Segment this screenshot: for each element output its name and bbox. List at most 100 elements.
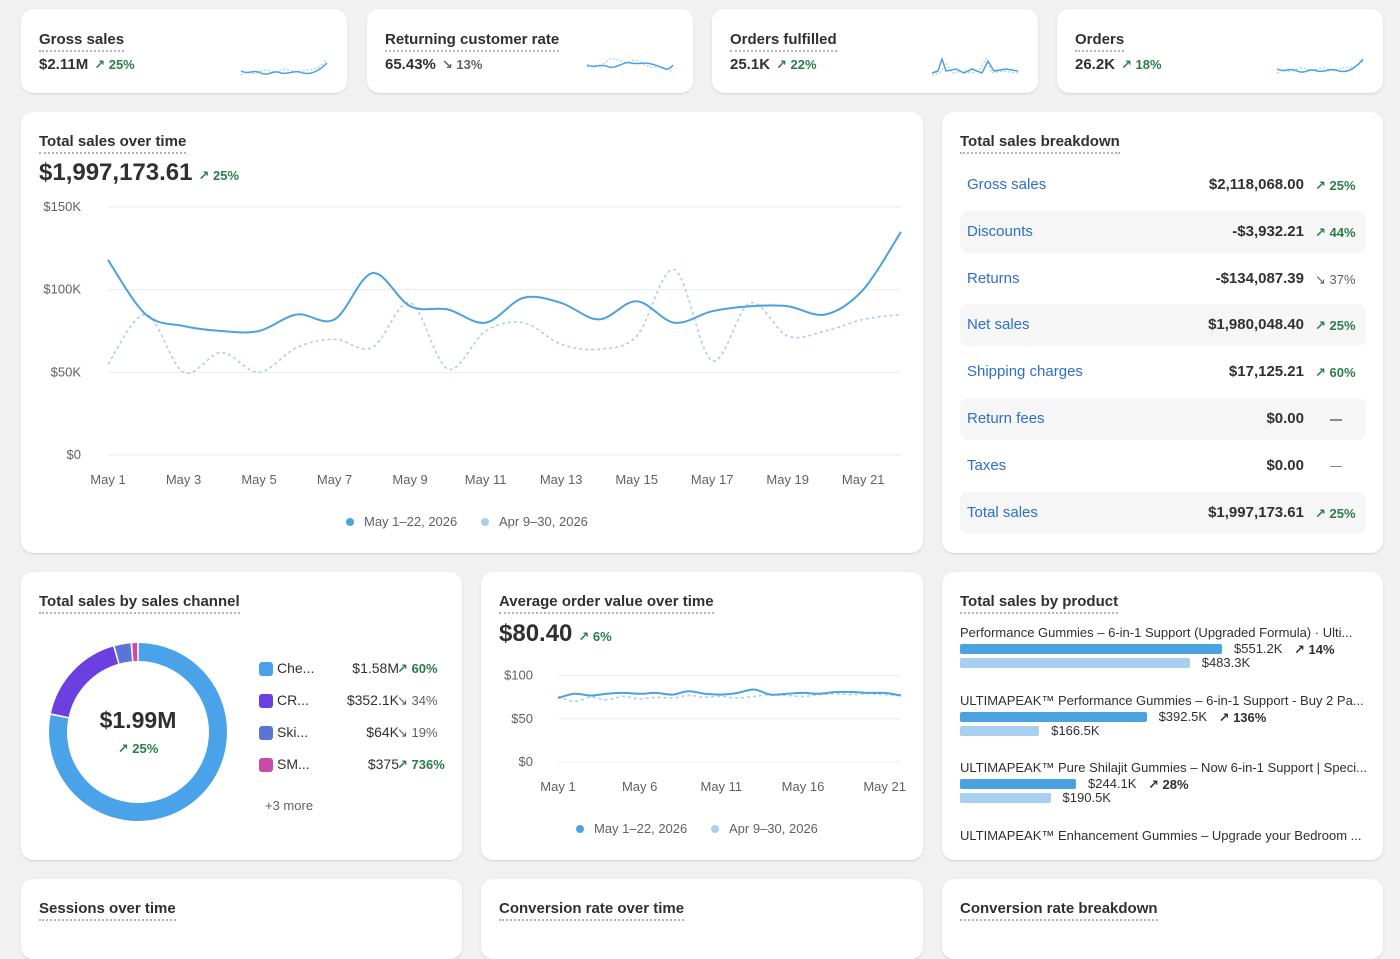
donut-center-value: $1.99M — [78, 707, 198, 734]
breakdown-row[interactable]: Total sales $1,997,173.61 ↗ 25% — [960, 492, 1366, 534]
breakdown-label[interactable]: Return fees — [967, 410, 1045, 427]
x-tick-label: May 11 — [700, 779, 742, 794]
product-name[interactable]: ULTIMAPEAK™ Performance Gummies – 6-in-1… — [960, 693, 1370, 708]
x-tick-label: May 5 — [241, 472, 276, 487]
breakdown-row[interactable]: Net sales $1,980,048.40 ↗ 25% — [960, 304, 1366, 346]
channel-legend-item[interactable]: Ski...$64K↘ 19% — [259, 723, 449, 743]
legend-label[interactable]: May 1–22, 2026 — [594, 821, 687, 836]
kpi-value: 25.1K — [730, 56, 770, 73]
legend-label[interactable]: Apr 9–30, 2026 — [729, 821, 818, 836]
product-bar-current[interactable] — [960, 712, 1147, 722]
breakdown-label[interactable]: Shipping charges — [967, 363, 1083, 380]
breakdown-row[interactable]: Returns-$134,087.39↘ 37% — [960, 258, 1366, 300]
channel-amount: $64K — [366, 724, 399, 740]
product-current-value: $392.5K — [1159, 709, 1207, 724]
breakdown-value: $1,980,048.40 — [1208, 316, 1304, 333]
legend-label[interactable]: Apr 9–30, 2026 — [499, 514, 588, 529]
breakdown-value: $0.00 — [1266, 457, 1304, 474]
x-tick-label: May 19 — [766, 472, 809, 487]
product-delta: ↗ 136% — [1219, 710, 1267, 726]
legend-swatch — [259, 662, 273, 676]
kpi-title[interactable]: Gross sales — [39, 31, 124, 52]
series-previous-line[interactable] — [108, 270, 901, 374]
card-title[interactable]: Total sales by sales channel — [39, 593, 240, 614]
product-bar-current[interactable] — [960, 779, 1076, 789]
y-tick-label: $0 — [67, 447, 81, 462]
channel-legend-item[interactable]: CR...$352.1K↘ 34% — [259, 691, 449, 711]
product-current-value: $551.2K — [1234, 641, 1282, 656]
no-change-dash — [1330, 419, 1342, 421]
donut-slice[interactable] — [117, 652, 131, 654]
breakdown-value: $2,118,068.00 — [1209, 176, 1304, 193]
card-title[interactable]: Total sales breakdown — [960, 133, 1120, 154]
product-bar-previous[interactable] — [960, 658, 1190, 668]
breakdown-delta: ↗ 25% — [1315, 506, 1356, 522]
kpi-card-gross-sales[interactable]: Gross sales $2.11M↗ 25% — [21, 9, 347, 93]
breakdown-delta: ↗ 25% — [1315, 178, 1356, 194]
product-name[interactable]: ULTIMAPEAK™ Enhancement Gummies – Upgrad… — [960, 828, 1370, 843]
channel-amount: $375 — [368, 756, 399, 772]
product-bar-previous[interactable] — [960, 793, 1051, 803]
legend-swatch — [259, 758, 273, 772]
legend-dot — [576, 825, 584, 833]
breakdown-label[interactable]: Returns — [967, 270, 1020, 287]
x-tick-label: May 3 — [166, 472, 201, 487]
channel-name: Che... — [277, 660, 314, 676]
y-tick-label: $50K — [51, 364, 82, 379]
product-name[interactable]: ULTIMAPEAK™ Pure Shilajit Gummies – Now … — [960, 760, 1370, 775]
breakdown-value: $1,997,173.61 — [1208, 504, 1304, 521]
product-previous-value: $166.5K — [1051, 723, 1099, 738]
legend-label[interactable]: May 1–22, 2026 — [364, 514, 457, 529]
kpi-title[interactable]: Orders — [1075, 31, 1124, 52]
breakdown-label[interactable]: Discounts — [967, 223, 1033, 240]
breakdown-row[interactable]: Gross sales $2,118,068.00 ↗ 25% — [960, 164, 1366, 206]
breakdown-delta: ↗ 60% — [1315, 365, 1356, 381]
breakdown-row[interactable]: Shipping charges$17,125.21↗ 60% — [960, 351, 1366, 393]
product-bar-current[interactable] — [960, 644, 1222, 654]
card-title[interactable]: Conversion rate breakdown — [960, 900, 1158, 921]
breakdown-delta: ↗ 25% — [1315, 318, 1356, 334]
legend-dot — [346, 518, 354, 526]
channel-legend-item[interactable]: SM...$375↗ 736% — [259, 755, 449, 775]
y-tick-label: $0 — [519, 754, 533, 769]
kpi-title[interactable]: Orders fulfilled — [730, 31, 837, 52]
sessions-card: Sessions over time — [21, 879, 462, 959]
kpi-delta: ↗ 22% — [776, 57, 817, 72]
kpi-card-orders-fulfilled[interactable]: Orders fulfilled 25.1K ↗ 22% — [712, 9, 1038, 93]
breakdown-label[interactable]: Total sales — [967, 504, 1038, 521]
x-tick-label: May 16 — [782, 779, 825, 794]
x-tick-label: May 17 — [691, 472, 734, 487]
sales-by-channel-card: Total sales by sales channel $1.99M ↗ 25… — [21, 572, 462, 860]
kpi-value: 26.2K — [1075, 56, 1115, 73]
card-title[interactable]: Conversion rate over time — [499, 900, 684, 921]
legend-dot — [481, 518, 489, 526]
kpi-card-returning-customer-rate[interactable]: Returning customer rate 65.43%↘ 13% — [367, 9, 693, 93]
breakdown-row[interactable]: Discounts-$3,932.21↗ 44% — [960, 211, 1366, 253]
product-delta: ↗ 28% — [1148, 777, 1189, 793]
x-tick-label: May 1 — [90, 472, 125, 487]
kpi-card-orders[interactable]: Orders 26.2K↗ 18% — [1057, 9, 1383, 93]
channel-name: SM... — [277, 756, 310, 772]
kpi-sparkline — [239, 51, 329, 81]
card-title[interactable]: Sessions over time — [39, 900, 176, 921]
card-title[interactable]: Total sales by product — [960, 593, 1118, 614]
product-bar-previous[interactable] — [960, 726, 1039, 736]
channel-legend-item[interactable]: Che...$1.58M↗ 60% — [259, 659, 449, 679]
more-channels-link[interactable]: +3 more — [265, 798, 313, 813]
breakdown-row[interactable]: Taxes $0.00 — [960, 445, 1366, 487]
channel-amount: $352.1K — [347, 692, 399, 708]
channel-name: Ski... — [277, 724, 308, 740]
x-tick-label: May 21 — [842, 472, 885, 487]
x-tick-label: May 1 — [540, 779, 575, 794]
kpi-title[interactable]: Returning customer rate — [385, 31, 559, 52]
breakdown-label[interactable]: Gross sales — [967, 176, 1046, 193]
breakdown-row[interactable]: Return fees$0.00 — [960, 398, 1366, 440]
breakdown-label[interactable]: Taxes — [967, 457, 1006, 474]
series-current-line[interactable] — [108, 232, 901, 333]
breakdown-label[interactable]: Net sales — [967, 316, 1030, 333]
kpi-value: $2.11M — [39, 56, 88, 73]
product-name[interactable]: Performance Gummies – 6-in-1 Support (Up… — [960, 625, 1370, 640]
x-tick-label: May 6 — [622, 779, 657, 794]
kpi-sparkline — [585, 51, 675, 81]
